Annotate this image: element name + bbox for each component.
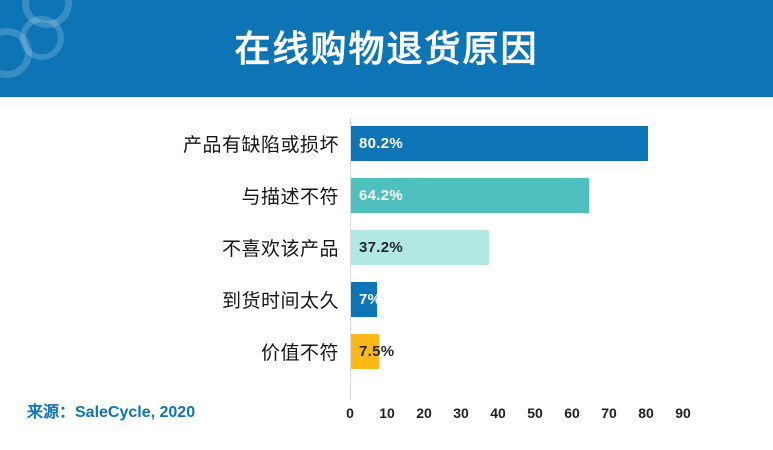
x-axis-tick: 20 bbox=[416, 405, 432, 421]
bar-value-label: 80.2% bbox=[359, 135, 404, 152]
source-citation: 来源：SaleCycle, 2020 bbox=[27, 404, 196, 421]
category-label: 不喜欢该产品 bbox=[221, 239, 339, 260]
x-axis-tick: 60 bbox=[564, 405, 580, 421]
bar-row: 到货时间太久 7% bbox=[0, 282, 773, 317]
bar-track: 37.2% bbox=[350, 230, 720, 265]
x-axis-tick: 50 bbox=[527, 405, 543, 421]
bar-chart: 产品有缺陷或损坏 80.2% 与描述不符 64.2% 不喜欢该产品 bbox=[0, 97, 773, 450]
bar-value-label: 7.5% bbox=[359, 343, 395, 360]
bar-row: 不喜欢该产品 37.2% bbox=[0, 230, 773, 265]
bar-row: 与描述不符 64.2% bbox=[0, 178, 773, 213]
y-axis-line bbox=[350, 117, 351, 400]
bar-track: 80.2% bbox=[350, 126, 720, 161]
x-axis-tick: 0 bbox=[346, 405, 354, 421]
bar-track: 7.5% bbox=[350, 334, 720, 369]
x-axis: 0 10 20 30 40 50 60 70 80 90 bbox=[346, 403, 720, 423]
bar: 7% bbox=[351, 282, 381, 317]
category-label: 与描述不符 bbox=[241, 187, 339, 208]
x-axis-tick: 90 bbox=[675, 405, 691, 421]
bar: 37.2% bbox=[351, 230, 489, 265]
category-label: 到货时间太久 bbox=[221, 291, 339, 312]
x-axis-tick: 10 bbox=[379, 405, 395, 421]
header-banner: 在线购物退货原因 bbox=[0, 0, 773, 97]
chart-rows: 产品有缺陷或损坏 80.2% 与描述不符 64.2% 不喜欢该产品 bbox=[0, 126, 773, 386]
x-axis-tick: 70 bbox=[601, 405, 617, 421]
ring-logo-icon bbox=[0, 28, 32, 78]
bar-value-label: 37.2% bbox=[359, 239, 404, 256]
bar-value-label: 7% bbox=[359, 291, 382, 308]
bar: 64.2% bbox=[351, 178, 589, 213]
category-label: 产品有缺陷或损坏 bbox=[182, 135, 339, 156]
bar-track: 7% bbox=[350, 282, 720, 317]
page-title: 在线购物退货原因 bbox=[234, 28, 539, 69]
bar-track: 64.2% bbox=[350, 178, 720, 213]
bar: 7.5% bbox=[351, 334, 394, 369]
x-axis-tick: 30 bbox=[453, 405, 469, 421]
x-axis-tick: 40 bbox=[490, 405, 506, 421]
bar-row: 产品有缺陷或损坏 80.2% bbox=[0, 126, 773, 161]
x-axis-tick: 80 bbox=[638, 405, 654, 421]
bar-value-label: 64.2% bbox=[359, 187, 404, 204]
bar-row: 价值不符 7.5% bbox=[0, 334, 773, 369]
category-label: 价值不符 bbox=[260, 343, 339, 364]
bar: 80.2% bbox=[351, 126, 648, 161]
